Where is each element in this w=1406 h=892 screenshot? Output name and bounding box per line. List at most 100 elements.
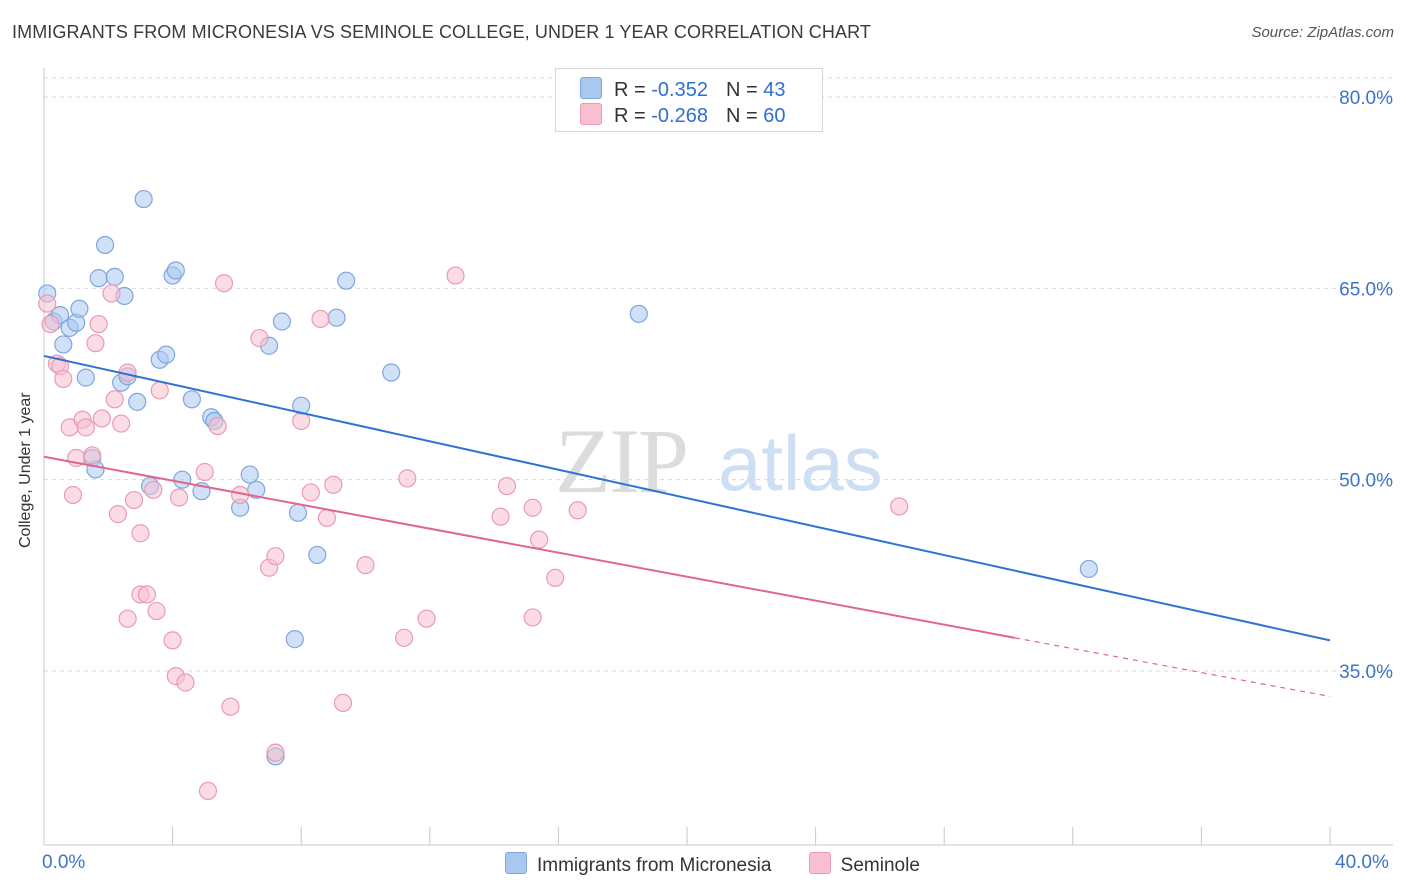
legend-r-label: R = [614, 105, 652, 127]
micronesia-point [629, 304, 648, 323]
seminole-point [266, 743, 285, 762]
x-tick-label-max: 40.0% [1335, 852, 1389, 873]
seminole-point [491, 507, 510, 526]
seminole-point [105, 390, 124, 409]
legend-r-value: -0.268 [651, 105, 708, 127]
micronesia-point [166, 261, 185, 280]
micronesia-point [89, 269, 108, 288]
chart-source: Source: ZipAtlas.com [1251, 24, 1394, 41]
seminole-point [63, 485, 83, 505]
micronesia-point [95, 235, 115, 255]
seminole-point [250, 328, 269, 348]
seminole-point [523, 498, 542, 517]
seminole-point [83, 446, 102, 465]
legend-n-value: 43 [763, 79, 786, 101]
seminole-point [41, 314, 60, 334]
legend-n-label: N = [725, 105, 764, 127]
seminole-point [208, 416, 227, 436]
seminole-point [76, 418, 95, 437]
seminole-point [198, 781, 218, 801]
seminole-point [176, 673, 195, 692]
series-legend-item-micronesia: Immigrants from Micronesia [505, 852, 771, 877]
y-tick-label: 65.0% [1339, 279, 1393, 300]
y-axis-label: College, Under 1 year [17, 392, 34, 548]
series-legend-item-seminole: Seminole [808, 852, 920, 877]
micronesia-point [240, 465, 259, 484]
series-legend-swatch-pink [808, 852, 831, 874]
x-tick-label-min: 0.0% [42, 852, 86, 873]
micronesia-point [76, 368, 95, 387]
seminole-point [195, 462, 214, 482]
micronesia-point [337, 271, 356, 290]
micronesia-point [157, 345, 176, 364]
micronesia-point [173, 470, 192, 489]
legend-row-seminole: R = -0.268 N = 60 [580, 103, 785, 127]
y-tick-label: 80.0% [1339, 88, 1393, 109]
seminole-point [89, 314, 108, 334]
seminole-point [317, 508, 337, 528]
seminole-point [86, 334, 105, 353]
seminole-point [169, 488, 189, 507]
micronesia-point [128, 392, 147, 411]
micronesia-point [308, 545, 327, 565]
seminole-point [163, 631, 182, 650]
seminole-trend-line [43, 455, 1016, 639]
seminole-point [92, 409, 111, 428]
micronesia-point [382, 363, 401, 382]
seminole-point [523, 608, 542, 627]
y-tick-label: 35.0% [1339, 662, 1393, 683]
seminole-point [398, 469, 417, 488]
seminole-point [112, 414, 131, 433]
seminole-point [147, 601, 166, 621]
y-tick-label: 50.0% [1339, 471, 1393, 492]
seminole-trend-extension [1014, 637, 1331, 698]
seminole-point [530, 530, 549, 549]
series-legend-swatch-blue [505, 852, 527, 874]
seminole-point [301, 483, 320, 502]
seminole-point [137, 585, 156, 604]
seminole-point [890, 497, 909, 516]
stats-legend: R = -0.352 N = 43 R = -0.268 N = 60 [555, 68, 823, 132]
seminole-point [221, 697, 240, 716]
micronesia-point [182, 390, 201, 409]
micronesia-point [327, 308, 346, 327]
micronesia-point [105, 267, 124, 286]
micronesia-trend-line [43, 354, 1331, 642]
seminole-point [54, 369, 73, 388]
seminole-point [394, 628, 414, 647]
seminole-point [144, 480, 163, 499]
micronesia-point [134, 189, 153, 209]
micronesia-point [70, 299, 89, 318]
legend-r-value: -0.352 [651, 79, 708, 101]
legend-r-label: R = [614, 79, 652, 101]
seminole-point [356, 556, 375, 575]
seminole-point [311, 309, 330, 329]
seminole-point [568, 501, 587, 520]
seminole-point [150, 381, 169, 400]
seminole-point [108, 505, 128, 524]
seminole-point [446, 266, 465, 285]
chart-title: IMMIGRANTS FROM MICRONESIA VS SEMINOLE C… [12, 22, 871, 42]
series-legend: Immigrants from Micronesia Seminole [505, 852, 952, 877]
micronesia-point [285, 630, 304, 649]
micronesia-point [272, 312, 292, 331]
seminole-point [417, 609, 436, 628]
watermark-zip: ZIP [555, 410, 687, 512]
micronesia-point [288, 503, 308, 522]
seminole-point [118, 609, 137, 628]
seminole-point [324, 475, 343, 494]
seminole-point [38, 294, 57, 313]
micronesia-point [54, 335, 73, 354]
seminole-point [546, 568, 565, 587]
legend-n-label: N = [725, 79, 764, 101]
seminole-point [102, 284, 121, 303]
legend-swatch-pink [580, 103, 602, 125]
micronesia-point [1079, 559, 1098, 579]
legend-n-value: 60 [763, 105, 786, 127]
seminole-point [124, 490, 144, 510]
seminole-point [497, 476, 517, 496]
series-legend-label: Seminole [840, 855, 920, 876]
series-legend-label: Immigrants from Micronesia [537, 855, 772, 876]
watermark-atlas: atlas [718, 419, 883, 507]
